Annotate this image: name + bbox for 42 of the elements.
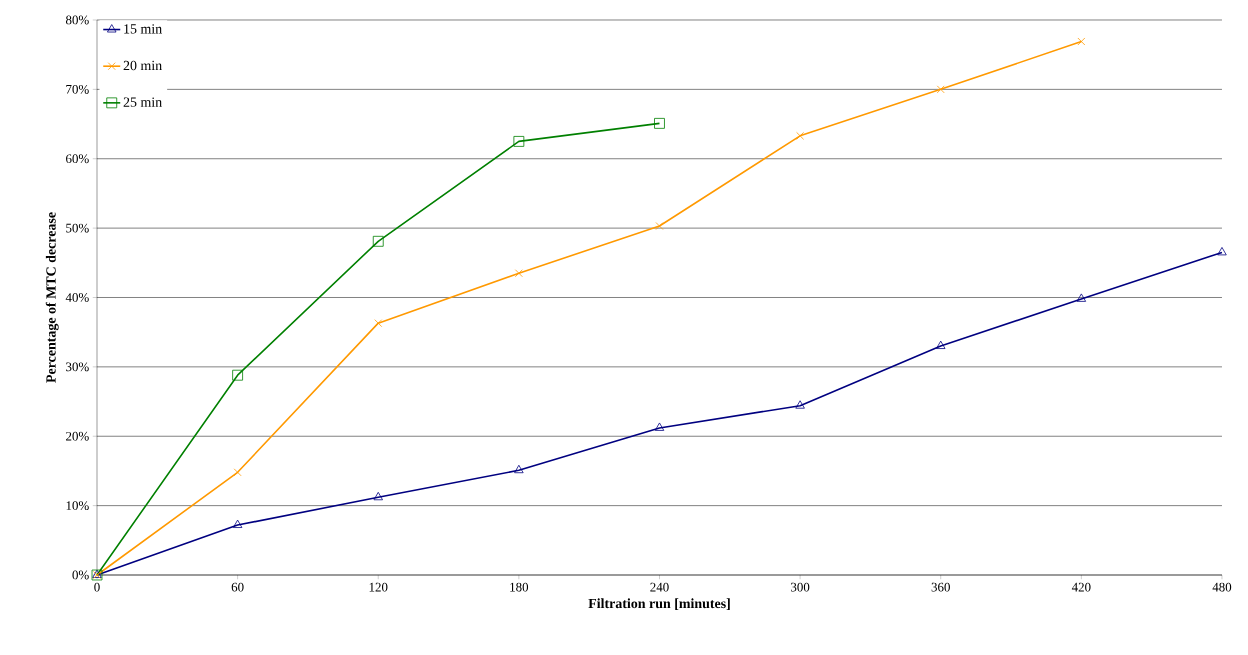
point: [514, 464, 524, 474]
point: [232, 369, 243, 381]
x-tick-label: 120: [369, 582, 388, 592]
point: [655, 222, 664, 230]
x-tick-label: 420: [1071, 582, 1091, 592]
point: [936, 340, 946, 349]
x-tick-label: 300: [791, 582, 810, 592]
y-tick-label: 30%: [66, 362, 89, 372]
point: [654, 117, 665, 129]
point: [1076, 293, 1087, 302]
point: [796, 131, 805, 140]
point: [233, 468, 242, 477]
point: [373, 491, 383, 501]
legend-label: 15 min: [124, 24, 162, 34]
point: [232, 519, 243, 528]
x-axis-title: Filtration run [minutes]: [588, 598, 730, 610]
point: [372, 235, 384, 247]
y-tick-label: 10%: [66, 501, 89, 511]
x-tick-label: 0: [94, 582, 100, 592]
point: [1077, 37, 1086, 46]
point: [1217, 247, 1227, 256]
y-tick-label: 70%: [66, 84, 89, 94]
x-tick-label: 180: [510, 582, 529, 592]
x-tick-label: 360: [931, 582, 950, 592]
y-tick-label: 0%: [72, 570, 89, 580]
y-tick-label: 20%: [66, 431, 89, 441]
point: [936, 85, 945, 94]
y-tick-label: 80%: [65, 15, 89, 25]
point: [795, 400, 805, 409]
point: [514, 269, 523, 278]
y-tick-label: 50%: [66, 223, 89, 233]
point: [654, 422, 665, 431]
point: [513, 136, 525, 147]
x-tick-label: 60: [231, 582, 244, 592]
legend-label: 25 min: [123, 97, 162, 107]
legend-label: 20 min: [123, 60, 162, 71]
x-tick-label: 240: [650, 582, 669, 592]
y-axis-title: Percentage of MTC decrease: [45, 212, 59, 383]
y-tick-label: 40%: [65, 293, 89, 302]
y-tick-label: 60%: [66, 154, 89, 164]
x-tick-label: 480: [1212, 582, 1232, 592]
point: [374, 319, 383, 328]
